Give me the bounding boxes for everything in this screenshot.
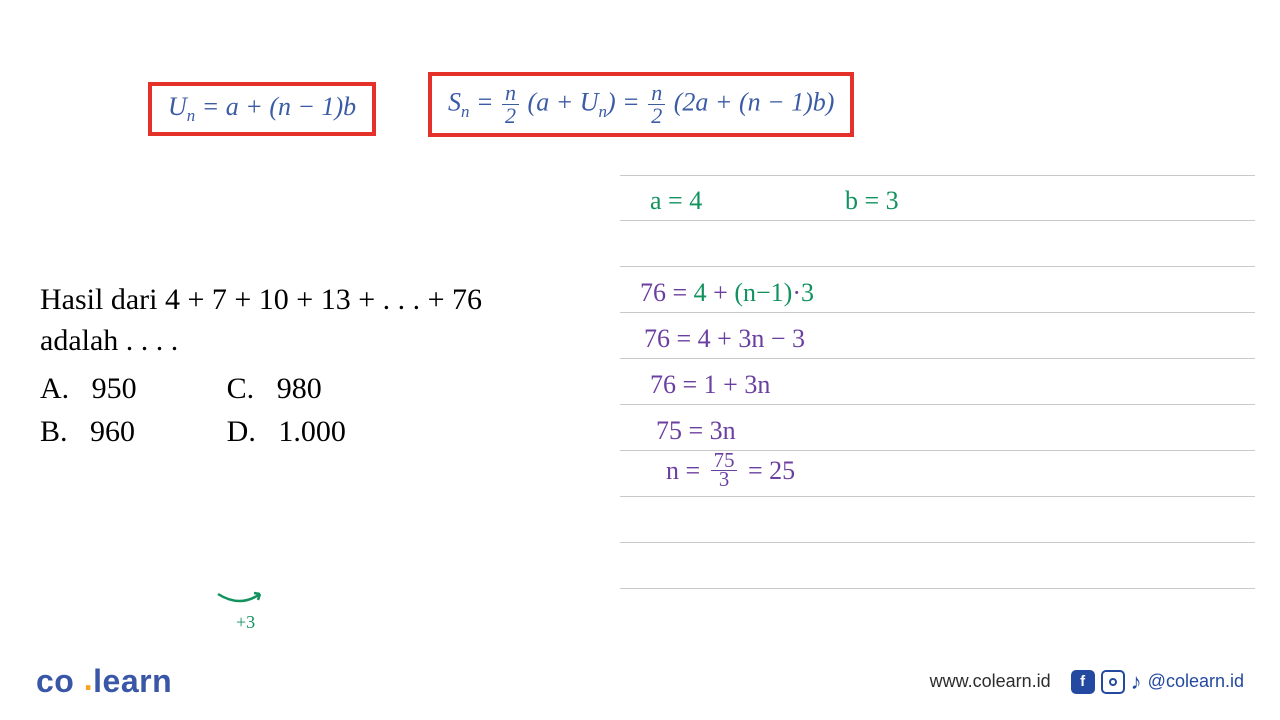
notebook-row (620, 543, 1255, 589)
question-line1: Hasil dari 4 + 7 + 10 + 13 + . . . + 76 (40, 280, 600, 321)
notebook-row: n = 753 = 25 (620, 451, 1255, 497)
work-text: 76 = 1 + 3n (650, 370, 770, 400)
notebook-row: 76 = 4 + 3n − 3 (620, 313, 1255, 359)
option-a: A. 950 (40, 369, 137, 410)
work-text: n = 753 = 25 (666, 454, 795, 492)
instagram-icon (1101, 670, 1125, 694)
formula-un: Un = a + (n − 1)b (168, 92, 356, 126)
answer-options: A. 950 B. 960 C. 980 D. 1.000 (40, 369, 600, 454)
notebook-row: 75 = 3n (620, 405, 1255, 451)
formula-sn: Sn = n2 (a + Un) = n2 (2a + (n − 1)b) (448, 82, 834, 127)
notebook-row (620, 221, 1255, 267)
social-links: f ♪ @colearn.id (1071, 669, 1244, 695)
brand-logo: co .learn (36, 663, 172, 700)
question-block: Hasil dari 4 + 7 + 10 + 13 + . . . + 76 … (40, 280, 600, 454)
social-handle: @colearn.id (1148, 671, 1244, 692)
facebook-icon: f (1071, 670, 1095, 694)
work-text: 76 = 4 + 3n − 3 (644, 324, 805, 354)
work-text: 76 = 4 + (n−1)·3 (640, 278, 814, 308)
notebook-row: 76 = 1 + 3n (620, 359, 1255, 405)
formula-box-sn: Sn = n2 (a + Un) = n2 (2a + (n − 1)b) (428, 72, 854, 137)
footer: co .learn www.colearn.id f ♪ @colearn.id (0, 663, 1280, 700)
option-d: D. 1.000 (227, 412, 346, 453)
difference-label: +3 (236, 610, 255, 634)
formula-box-un: Un = a + (n − 1)b (148, 82, 376, 136)
work-text: a = 4 (650, 186, 702, 216)
tiktok-icon: ♪ (1131, 669, 1142, 695)
arrow-icon (214, 588, 268, 610)
notebook-row: 76 = 4 + (n−1)·3 (620, 267, 1255, 313)
option-c: C. 980 (227, 369, 346, 410)
work-text: b = 3 (845, 186, 899, 216)
option-b: B. 960 (40, 412, 137, 453)
notebook-row (620, 497, 1255, 543)
question-line2: adalah . . . . (40, 321, 600, 362)
work-text: 75 = 3n (656, 416, 736, 446)
notebook-row: a = 4 b = 3 (620, 175, 1255, 221)
notebook-work: a = 4 b = 3 76 = 4 + (n−1)·3 76 = 4 + 3n − … (620, 175, 1255, 595)
footer-url: www.colearn.id (930, 671, 1051, 692)
